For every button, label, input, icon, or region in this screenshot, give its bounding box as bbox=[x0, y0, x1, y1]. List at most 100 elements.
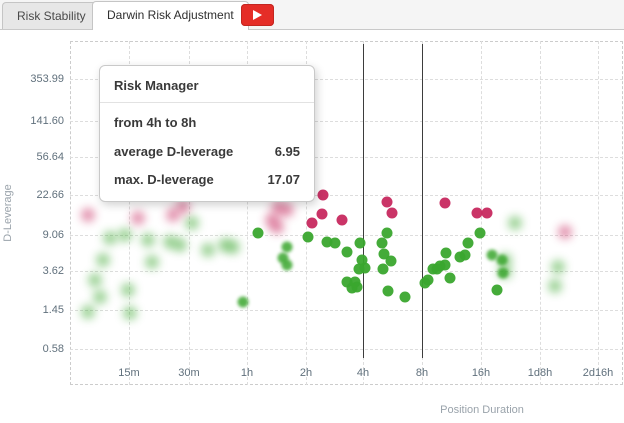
scatter-point[interactable] bbox=[277, 252, 289, 264]
x-tick-label: 8h bbox=[415, 367, 429, 379]
scatter-point[interactable] bbox=[173, 238, 187, 252]
scatter-point[interactable] bbox=[341, 246, 353, 258]
scatter-point[interactable] bbox=[302, 231, 314, 243]
scatter-point[interactable] bbox=[270, 220, 284, 234]
tooltip-divider bbox=[100, 102, 314, 103]
scatter-point[interactable] bbox=[354, 237, 366, 249]
scatter-point[interactable] bbox=[176, 200, 190, 214]
scatter-point[interactable] bbox=[462, 237, 474, 249]
scatter-point[interactable] bbox=[359, 262, 371, 274]
x-tick-label: 2h bbox=[299, 367, 313, 379]
tooltip-average-value: 6.95 bbox=[274, 144, 300, 159]
tooltip-max-value: 17.07 bbox=[267, 172, 300, 187]
scatter-point[interactable] bbox=[96, 253, 110, 267]
scatter-point[interactable] bbox=[281, 259, 293, 271]
y-tick-label: 56.64 bbox=[36, 151, 64, 163]
scatter-point[interactable] bbox=[280, 203, 294, 217]
scatter-point[interactable] bbox=[491, 284, 503, 296]
scatter-point[interactable] bbox=[306, 217, 318, 229]
scatter-point[interactable] bbox=[486, 249, 498, 261]
scatter-point[interactable] bbox=[201, 243, 215, 257]
scatter-point[interactable] bbox=[281, 241, 293, 253]
y-tick-label: 353.99 bbox=[30, 73, 64, 85]
tab-risk-stability[interactable]: Risk Stability bbox=[2, 2, 101, 29]
x-tick-label: 4h bbox=[356, 367, 370, 379]
scatter-point[interactable] bbox=[226, 240, 240, 254]
tab-bar-divider bbox=[0, 29, 624, 30]
scatter-point[interactable] bbox=[378, 248, 390, 260]
scatter-point[interactable] bbox=[439, 197, 451, 209]
scatter-point[interactable] bbox=[497, 267, 509, 279]
scatter-point[interactable] bbox=[131, 211, 145, 225]
tooltip-max-row: max. D-leverage 17.07 bbox=[114, 172, 300, 187]
scatter-point[interactable] bbox=[381, 196, 393, 208]
scatter-point[interactable] bbox=[548, 279, 562, 293]
scatter-point[interactable] bbox=[103, 231, 117, 245]
y-tick-label: 0.58 bbox=[42, 343, 64, 355]
scatter-point[interactable] bbox=[558, 225, 572, 239]
scatter-point[interactable] bbox=[145, 255, 159, 269]
scatter-point[interactable] bbox=[481, 207, 493, 219]
tab-bar: Risk Stability Darwin Risk Adjustment bbox=[0, 0, 624, 30]
youtube-video-button[interactable] bbox=[241, 4, 274, 26]
scatter-point[interactable] bbox=[419, 277, 431, 289]
scatter-point[interactable] bbox=[551, 260, 565, 274]
scatter-point[interactable] bbox=[341, 276, 353, 288]
scatter-point[interactable] bbox=[496, 254, 508, 266]
scatter-point[interactable] bbox=[471, 207, 483, 219]
scatter-point[interactable] bbox=[444, 272, 456, 284]
scatter-point[interactable] bbox=[427, 263, 439, 275]
scatter-point[interactable] bbox=[353, 263, 365, 275]
scatter-point[interactable] bbox=[93, 290, 107, 304]
scatter-point[interactable] bbox=[166, 208, 180, 222]
risk-manager-tooltip: Risk Manager from 4h to 8h average D-lev… bbox=[99, 65, 315, 202]
selection-line bbox=[363, 44, 364, 358]
scatter-point[interactable] bbox=[118, 228, 132, 242]
selection-line bbox=[422, 44, 423, 358]
scatter-point[interactable] bbox=[356, 254, 368, 266]
x-tick-label: 16h bbox=[471, 367, 491, 379]
h-gridline bbox=[70, 121, 623, 122]
scatter-point[interactable] bbox=[141, 233, 155, 247]
scatter-point[interactable] bbox=[474, 227, 486, 239]
scatter-point[interactable] bbox=[81, 305, 95, 319]
scatter-point[interactable] bbox=[385, 255, 397, 267]
y-tick-label: 9.06 bbox=[42, 229, 64, 241]
tab-darwin-risk-adjustment[interactable]: Darwin Risk Adjustment bbox=[92, 1, 249, 30]
scatter-point[interactable] bbox=[121, 283, 135, 297]
scatter-point[interactable] bbox=[440, 247, 452, 259]
play-icon bbox=[253, 10, 262, 20]
scatter-point[interactable] bbox=[237, 296, 249, 308]
scatter-point[interactable] bbox=[123, 306, 137, 320]
scatter-point[interactable] bbox=[439, 259, 451, 271]
scatter-point[interactable] bbox=[377, 263, 389, 275]
scatter-point[interactable] bbox=[381, 227, 393, 239]
scatter-point[interactable] bbox=[316, 208, 328, 220]
scatter-point[interactable] bbox=[508, 216, 522, 230]
y-tick-label: 22.66 bbox=[36, 189, 64, 201]
scatter-point[interactable] bbox=[386, 207, 398, 219]
scatter-point[interactable] bbox=[317, 189, 329, 201]
scatter-point[interactable] bbox=[252, 227, 264, 239]
tooltip-average-row: average D-leverage 6.95 bbox=[114, 144, 300, 159]
v-gridline bbox=[129, 41, 130, 385]
x-tick-label: 2d16h bbox=[582, 367, 614, 379]
scatter-point[interactable] bbox=[88, 273, 102, 287]
scatter-point[interactable] bbox=[376, 237, 388, 249]
scatter-point[interactable] bbox=[329, 237, 341, 249]
scatter-point[interactable] bbox=[185, 216, 199, 230]
v-gridline bbox=[189, 41, 190, 385]
scatter-point[interactable] bbox=[336, 214, 348, 226]
x-axis-title: Position Duration bbox=[440, 404, 524, 416]
y-axis-title: D-Leverage bbox=[2, 184, 14, 242]
scatter-point[interactable] bbox=[81, 208, 95, 222]
scatter-point[interactable] bbox=[349, 276, 361, 288]
v-gridline bbox=[540, 41, 541, 385]
scatter-point[interactable] bbox=[399, 291, 411, 303]
scatter-point[interactable] bbox=[459, 249, 471, 261]
scatter-point[interactable] bbox=[321, 236, 333, 248]
v-gridline bbox=[306, 41, 307, 385]
scatter-point[interactable] bbox=[382, 285, 394, 297]
h-gridline bbox=[70, 310, 623, 311]
